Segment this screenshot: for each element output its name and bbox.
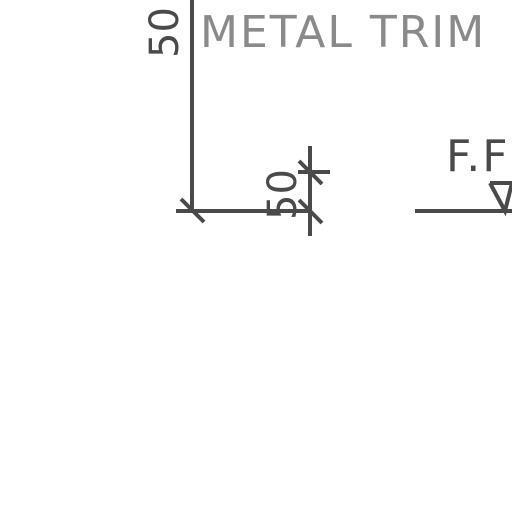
dimension-text-top-50: 50 <box>142 7 188 58</box>
dimension-text-small-50: 50 <box>260 169 306 220</box>
corner-tick-mark <box>179 197 206 224</box>
level-triangle-icon <box>488 181 512 217</box>
dimension-tick-upper <box>297 159 324 186</box>
metal-trim-label: METAL TRIM <box>200 7 486 58</box>
floor-finish-label: F.F <box>446 131 510 182</box>
dimension-tick-lower <box>297 198 324 225</box>
